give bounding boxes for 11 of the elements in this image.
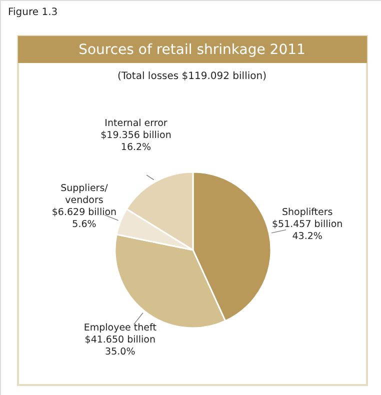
data-label: $19.356 billion 16.2%	[100, 130, 172, 153]
caption: Figure 1.3	[8, 7, 58, 18]
slice-label: Suppliers/ vendors	[60, 182, 109, 206]
slice-label: Internal error	[104, 118, 168, 129]
slice-label: Shoplifters	[282, 207, 333, 218]
data-label: $41.650 billion 35.0%	[84, 334, 156, 358]
data-label: $6.629 billion 5.6%	[52, 206, 117, 230]
chart-subtitle: (Total losses $119.092 billion)	[117, 71, 267, 82]
slice-label: Employee theft	[84, 322, 157, 334]
data-label: $51.457 billion 43.2%	[272, 219, 343, 242]
chart-title: Sources of retail shrinkage 2011	[78, 42, 306, 58]
